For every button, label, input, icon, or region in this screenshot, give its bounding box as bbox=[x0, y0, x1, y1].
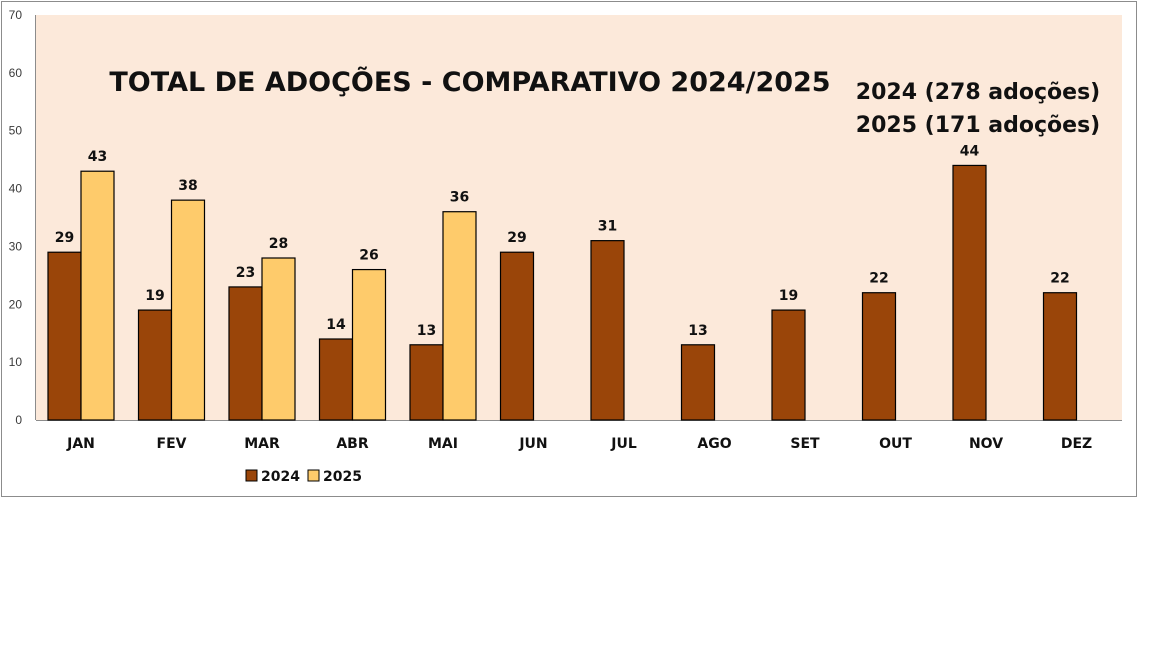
legend-swatch-2024 bbox=[245, 469, 258, 482]
data-label-2024-out: 22 bbox=[869, 271, 888, 287]
bar-2025-mai bbox=[442, 211, 477, 421]
data-label-2024-nov: 44 bbox=[960, 143, 980, 159]
category-label-jun: JUN bbox=[518, 436, 547, 452]
y-tick-label: 40 bbox=[9, 182, 23, 196]
category-label-mai: MAI bbox=[428, 436, 458, 452]
plot-area bbox=[36, 15, 1122, 420]
bar-2025-jan bbox=[80, 170, 115, 421]
bar-2024-abr bbox=[318, 338, 354, 421]
data-label-2025-mar: 28 bbox=[269, 236, 288, 252]
y-tick-label: 70 bbox=[9, 8, 23, 22]
legend-label-2025: 2025 bbox=[323, 469, 362, 485]
data-label-2024-jan: 29 bbox=[55, 230, 74, 246]
data-label-2024-ago: 13 bbox=[688, 323, 707, 339]
category-label-set: SET bbox=[790, 436, 820, 452]
category-label-abr: ABR bbox=[336, 436, 369, 452]
category-label-jul: JUL bbox=[610, 436, 637, 452]
category-label-jan: JAN bbox=[66, 436, 95, 452]
data-label-2025-mai: 36 bbox=[450, 190, 469, 206]
data-label-2024-mai: 13 bbox=[417, 323, 436, 339]
bar-2024-dez bbox=[1042, 292, 1078, 421]
data-label-2024-jul: 31 bbox=[598, 219, 617, 235]
data-label-2025-fev: 38 bbox=[178, 178, 197, 194]
data-label-2024-jun: 29 bbox=[507, 230, 526, 246]
y-tick-label: 20 bbox=[9, 297, 23, 311]
category-label-mar: MAR bbox=[244, 436, 280, 452]
total-2024-annotation: 2024 (278 adoções) bbox=[856, 80, 1100, 105]
bar-2024-ago bbox=[680, 344, 716, 421]
category-label-fev: FEV bbox=[157, 436, 187, 452]
bars bbox=[47, 164, 1078, 421]
bar-2024-mar bbox=[228, 286, 263, 421]
y-tick-label: 0 bbox=[15, 413, 22, 427]
bar-2024-out bbox=[861, 292, 897, 421]
total-2025-annotation: 2025 (171 adoções) bbox=[856, 113, 1100, 138]
data-label-2025-jan: 43 bbox=[88, 149, 107, 165]
chart-title: TOTAL DE ADOÇÕES - COMPARATIVO 2024/2025 bbox=[109, 66, 830, 98]
data-label-2024-set: 19 bbox=[779, 288, 798, 304]
y-tick-label: 60 bbox=[9, 66, 23, 80]
bar-2024-mai bbox=[409, 344, 444, 421]
bar-2024-jun bbox=[499, 251, 535, 421]
data-label-2025-abr: 26 bbox=[359, 248, 378, 264]
category-label-nov: NOV bbox=[969, 436, 1003, 452]
y-axis-ticks: 0 10 20 30 40 50 60 70 bbox=[9, 8, 23, 427]
bar-2025-abr bbox=[351, 268, 387, 421]
data-label-2024-abr: 14 bbox=[326, 317, 346, 333]
legend-swatch-2025 bbox=[307, 469, 320, 482]
bar-2024-jul bbox=[590, 240, 625, 421]
y-tick-label: 10 bbox=[9, 355, 23, 369]
data-label-2024-fev: 19 bbox=[145, 288, 164, 304]
bar-2024-nov bbox=[952, 164, 987, 421]
bar-2024-jan bbox=[47, 251, 82, 421]
category-labels: JAN FEV MAR ABR MAI JUN JUL AGO SET OUT NOV DEZ bbox=[66, 436, 1092, 452]
legend: 2024 2025 bbox=[245, 469, 362, 485]
legend-label-2024: 2024 bbox=[261, 469, 300, 485]
category-label-out: OUT bbox=[879, 436, 912, 452]
bar-2024-fev bbox=[137, 309, 173, 421]
category-label-dez: DEZ bbox=[1061, 436, 1092, 452]
category-label-ago: AGO bbox=[697, 436, 731, 452]
y-tick-label: 30 bbox=[9, 239, 23, 253]
y-tick-label: 50 bbox=[9, 124, 23, 138]
data-label-2024-mar: 23 bbox=[236, 265, 255, 281]
data-labels: 29 43 19 38 23 28 14 26 13 36 29 31 13 19 22 44 22 bbox=[55, 143, 1070, 338]
bar-2024-set bbox=[771, 309, 806, 421]
bar-2025-mar bbox=[261, 257, 296, 421]
data-label-2024-dez: 22 bbox=[1050, 271, 1069, 287]
bar-2025-fev bbox=[170, 199, 206, 421]
